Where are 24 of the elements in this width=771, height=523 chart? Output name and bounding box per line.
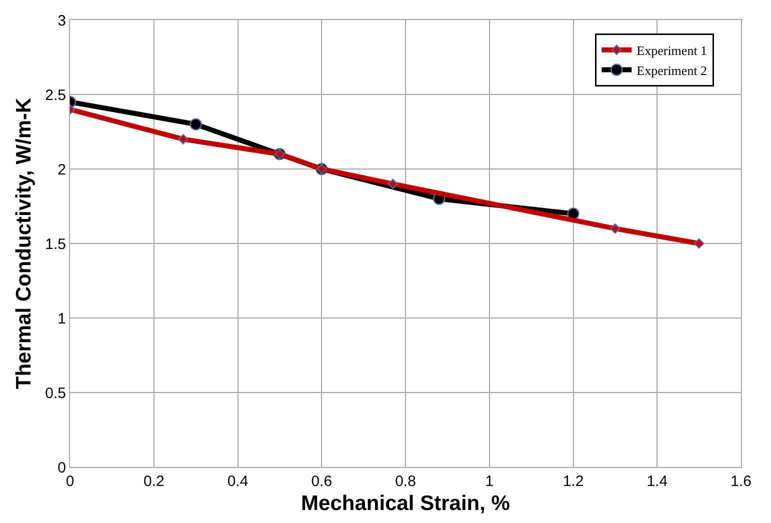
point xyxy=(694,238,704,249)
x-tick-label: 0.6 xyxy=(311,473,332,490)
y-tick-label: 0.5 xyxy=(45,384,66,402)
point xyxy=(178,134,188,144)
x-tick-label: 0.8 xyxy=(395,473,416,490)
y-tick-label: 3 xyxy=(58,12,66,30)
point xyxy=(388,178,398,190)
x-tick-label: 1.2 xyxy=(562,473,584,490)
legend-label: Experiment 1 xyxy=(636,42,708,58)
x-tick-label: 1 xyxy=(485,473,494,490)
legend-label: Experiment 2 xyxy=(636,62,708,78)
x-tick-label: 1.4 xyxy=(646,473,668,490)
y-tick-label: 2.5 xyxy=(45,86,66,104)
y-tick-label: 1.5 xyxy=(45,236,66,253)
x-axis-title: Mechanical Strain, % xyxy=(301,492,510,516)
y-tick-label: 0 xyxy=(58,459,66,476)
y-axis-title: Thermal Conductivity, W/m-K xyxy=(12,98,36,390)
x-tick-label: 0.4 xyxy=(227,473,248,490)
x-tick-label: 0.2 xyxy=(143,473,164,490)
point xyxy=(190,118,202,130)
y-tick-label: 2 xyxy=(58,161,66,178)
point xyxy=(610,223,620,234)
y-tick-label: 1 xyxy=(58,310,66,328)
x-tick-label: 1.6 xyxy=(730,473,752,490)
